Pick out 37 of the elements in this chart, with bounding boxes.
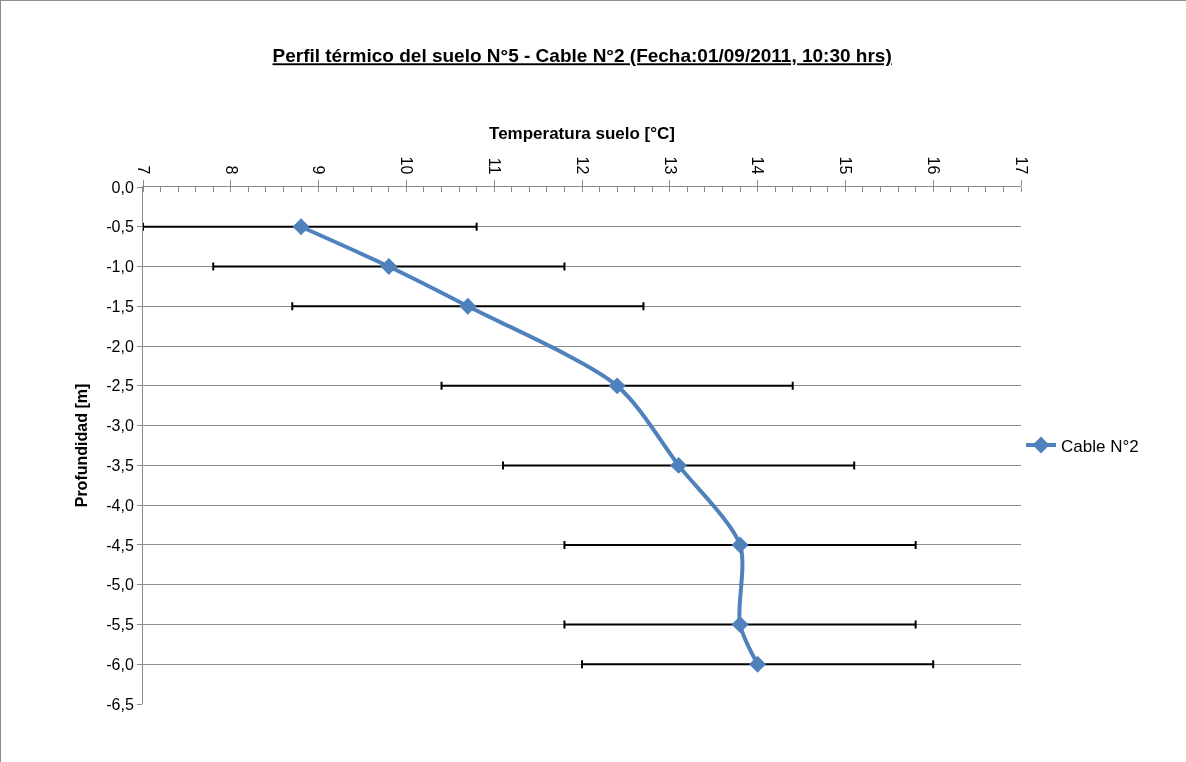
y-tick-label: -1,0: [106, 258, 134, 276]
x-tick-label: 15: [837, 156, 855, 175]
y-tick-label: 0,0: [111, 178, 134, 196]
y-tick-label: -3,5: [106, 456, 134, 474]
point: [608, 377, 626, 395]
y-tick-label: -6,5: [106, 695, 134, 713]
x-tick-label: 14: [749, 156, 767, 175]
y-tick-label: -1,5: [106, 297, 134, 315]
point: [380, 258, 398, 275]
point: [459, 297, 477, 315]
y-tick-label: -0,5: [106, 218, 134, 236]
legend-label: Cable N°2: [1061, 436, 1139, 456]
x-tick-label: 13: [661, 156, 679, 175]
x-tick-label: 9: [310, 165, 328, 175]
point: [731, 536, 749, 554]
y-tick-label: -5,5: [106, 616, 134, 634]
x-tick-label: 16: [925, 156, 942, 175]
y-tick-label: -2,0: [106, 337, 134, 355]
x-tick-label: 8: [222, 165, 240, 175]
x-tick-label: 12: [573, 156, 591, 175]
x-axis-title: Temperatura suelo [°C]: [489, 124, 675, 144]
y-tick-label: -2,5: [106, 377, 134, 395]
point: [670, 456, 688, 474]
y-tick-label: -5,0: [106, 576, 134, 594]
chart-title: Perfil térmico del suelo N°5 - Cable N°2 (Fecha:01/09/2011, 10:30 hrs): [272, 45, 892, 67]
y-axis-title: Profundidad [m]: [73, 383, 91, 508]
x-tick-label: 17: [1012, 156, 1030, 175]
point: [749, 655, 767, 673]
x-tick-label: 10: [398, 156, 416, 175]
x-tick-label: 11: [486, 157, 503, 175]
point: [731, 616, 749, 633]
y-tick-label: -3,0: [106, 417, 134, 435]
x-tick-label: 7: [134, 165, 152, 175]
y-tick-label: -6,0: [106, 655, 134, 673]
point: [292, 218, 310, 236]
y-tick-label: -4,0: [106, 496, 134, 514]
y-tick-label: -4,5: [106, 536, 134, 554]
